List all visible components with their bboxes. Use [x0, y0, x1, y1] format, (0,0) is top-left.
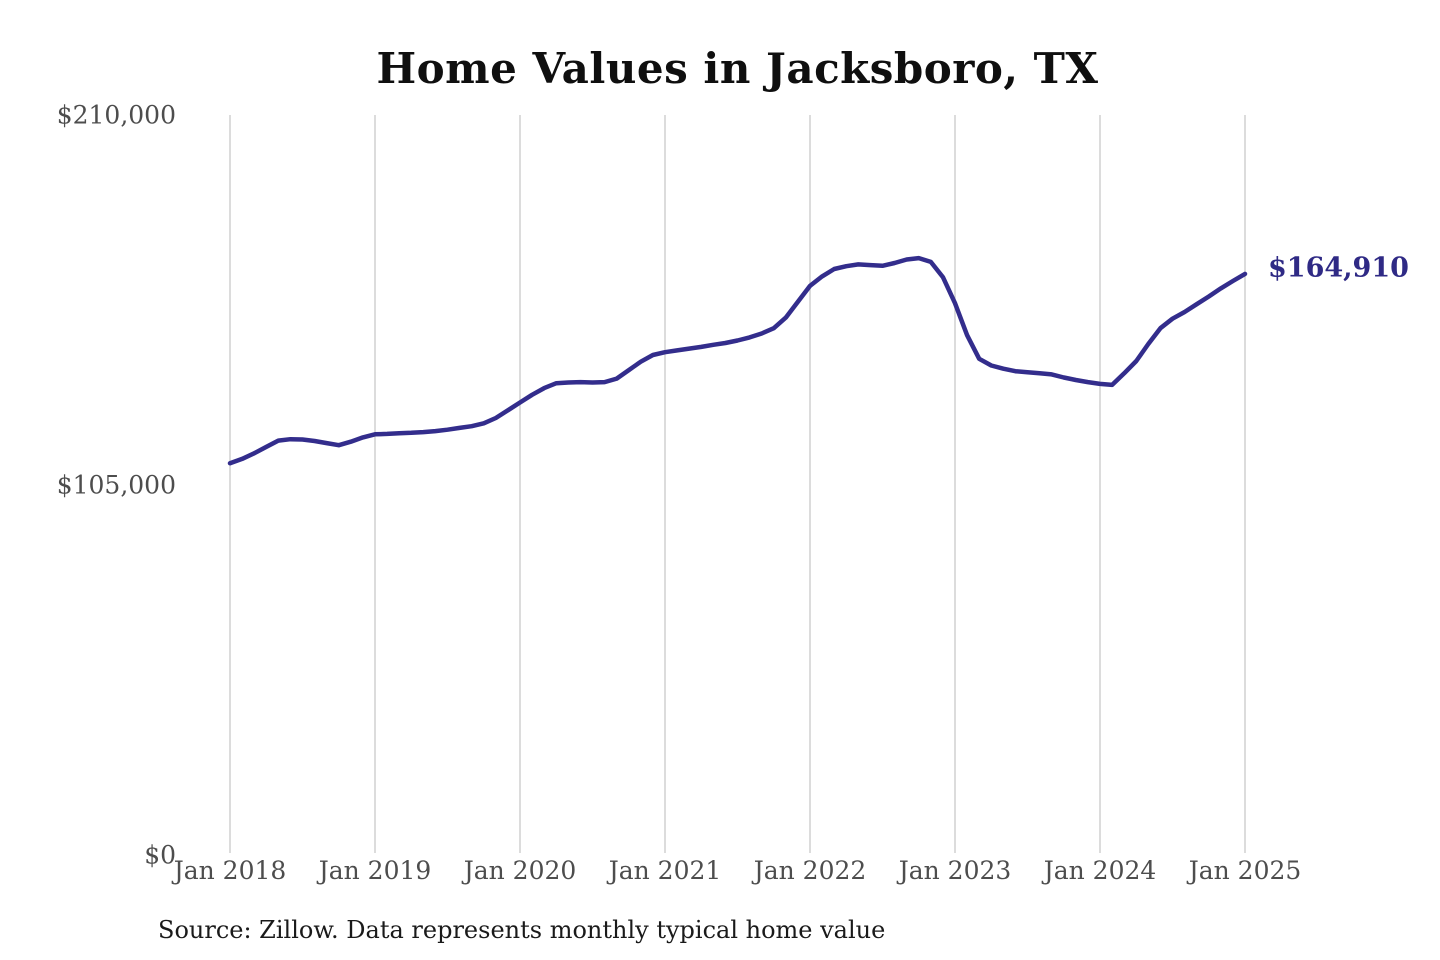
x-axis-tick-jan-2022: Jan 2022: [753, 856, 867, 885]
value-line: [227, 255, 1248, 466]
x-axis-tick-jan-2025: Jan 2025: [1188, 856, 1302, 885]
x-axis-tick-jan-2019: Jan 2019: [318, 856, 432, 885]
chart-title: Home Values in Jacksboro, TX: [376, 44, 1099, 93]
source-note: Source: Zillow. Data represents monthly …: [158, 916, 886, 944]
x-axis-tick-jan-2021: Jan 2021: [608, 856, 722, 885]
x-axis-tick-jan-2020: Jan 2020: [463, 856, 577, 885]
y-axis-tick-105000: $105,000: [56, 470, 176, 500]
x-axis-tick-jan-2018: Jan 2018: [173, 856, 287, 885]
x-axis-tick-jan-2024: Jan 2024: [1043, 856, 1157, 885]
y-axis-tick-0: $0: [144, 840, 176, 870]
y-axis-tick-210000: $210,000: [56, 100, 176, 130]
x-axis-tick-jan-2023: Jan 2023: [898, 856, 1012, 885]
latest-value-label: $164,910: [1268, 252, 1409, 284]
